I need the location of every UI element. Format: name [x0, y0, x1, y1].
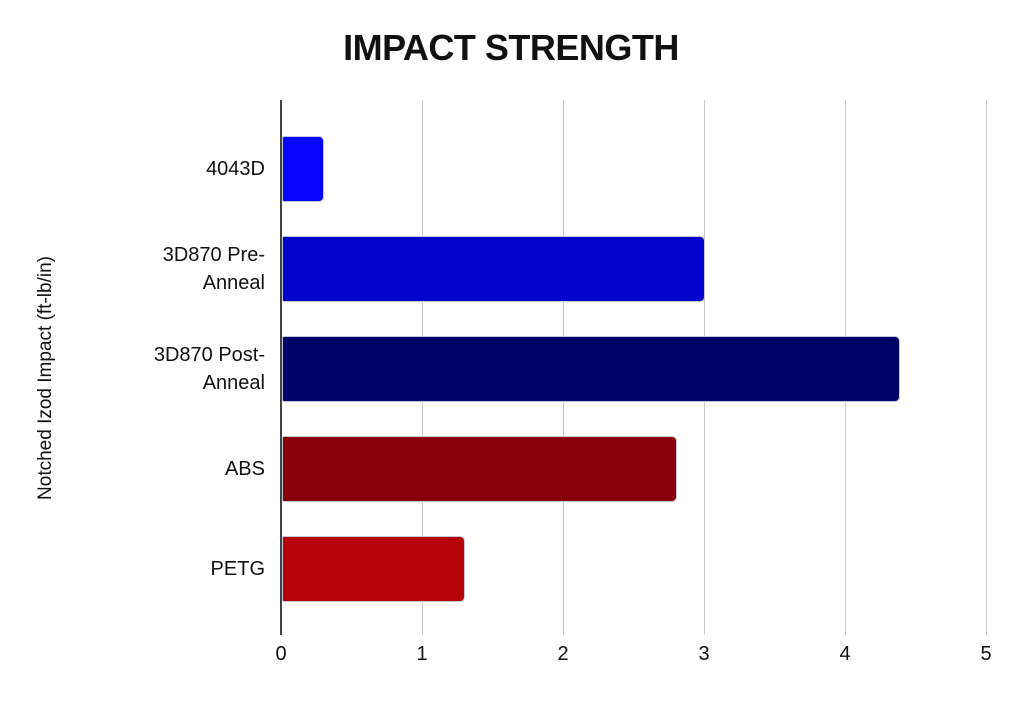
- bar-abs: [282, 436, 677, 502]
- bar-row: [281, 319, 986, 419]
- x-axis-tick-label: 5: [980, 643, 992, 665]
- category-label-row: 4043D: [0, 119, 265, 219]
- bar-4043d: [282, 136, 325, 202]
- bars-layer: [281, 100, 986, 635]
- bar-3d870-pre-anneal: [282, 236, 705, 302]
- bar-3d870-post-anneal: [282, 336, 900, 402]
- category-label: ABS: [224, 458, 265, 480]
- category-label: 4043D: [206, 158, 265, 180]
- category-label-row: ABS: [0, 419, 265, 519]
- category-labels: 4043D 3D870 Pre- Anneal 3D870 Post- Anneal AB…: [0, 100, 265, 635]
- bar-row: [281, 419, 986, 519]
- x-axis-tick-labels: 0 1 2 3 4 5: [275, 643, 991, 671]
- plot-area: [280, 100, 987, 635]
- bar-row: [281, 519, 986, 619]
- bar-row: [281, 119, 986, 219]
- x-axis-tick-label: 3: [698, 643, 710, 665]
- bar-petg: [282, 536, 466, 602]
- x-axis-tick-label: 0: [275, 643, 287, 665]
- category-label-row: 3D870 Pre- Anneal: [0, 219, 265, 319]
- category-label: 3D870 Post- Anneal: [153, 344, 265, 394]
- bar-row: [281, 219, 986, 319]
- category-label-row: 3D870 Post- Anneal: [0, 319, 265, 419]
- x-axis-tick-label: 4: [839, 643, 851, 665]
- chart-title: IMPACT STRENGTH: [343, 27, 679, 68]
- x-axis-tick-label: 2: [557, 643, 569, 665]
- gridline: [986, 100, 987, 635]
- x-axis-tick-label: 1: [416, 643, 428, 665]
- category-label: 3D870 Pre- Anneal: [162, 244, 265, 294]
- category-label-row: PETG: [0, 519, 265, 619]
- y-axis-line: [280, 100, 282, 635]
- category-label: PETG: [210, 558, 265, 580]
